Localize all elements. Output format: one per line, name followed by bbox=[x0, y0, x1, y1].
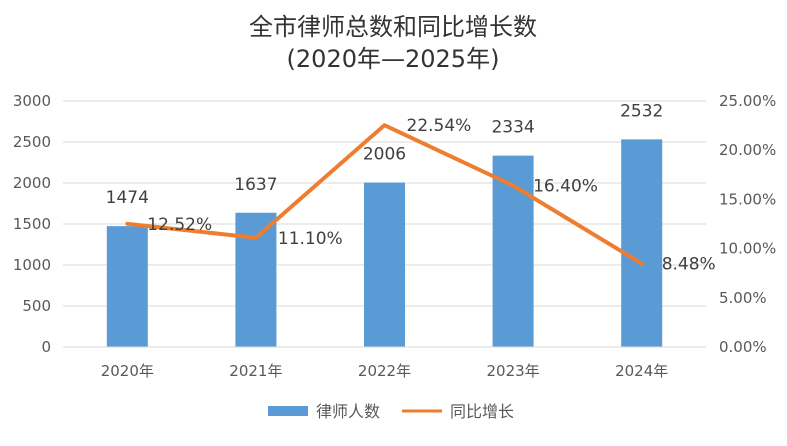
x-tick-label: 2023年 bbox=[487, 362, 540, 380]
line-data-label: 12.52% bbox=[147, 215, 212, 235]
x-tick-label: 2021年 bbox=[229, 362, 282, 380]
bar bbox=[364, 182, 405, 347]
bar bbox=[621, 139, 663, 347]
bar-data-label: 2334 bbox=[491, 118, 534, 138]
line-point bbox=[640, 262, 643, 265]
bar bbox=[106, 226, 148, 347]
y-left-tick-label: 1000 bbox=[13, 256, 51, 274]
chart-title: 全市律师总数和同比增长数 bbox=[249, 13, 537, 41]
line-data-label: 16.40% bbox=[533, 177, 598, 197]
legend-label-bar: 律师人数 bbox=[316, 402, 380, 421]
line-point bbox=[126, 222, 129, 225]
left-axis: 0 500 1000 1500 2000 2500 3000 bbox=[13, 92, 51, 356]
bar-data-label: 1637 bbox=[234, 175, 277, 195]
y-right-tick-label: 25.00% bbox=[719, 92, 776, 110]
y-left-tick-label: 1500 bbox=[13, 215, 51, 233]
line-point bbox=[383, 124, 386, 127]
bar-data-label: 2006 bbox=[363, 145, 406, 165]
line-series: 12.52% 11.10% 22.54% 16.40% 8.48% bbox=[125, 116, 716, 275]
y-left-tick-label: 3000 bbox=[13, 92, 51, 110]
line-data-label: 8.48% bbox=[662, 255, 716, 275]
y-right-tick-label: 0.00% bbox=[719, 338, 767, 356]
y-left-tick-label: 0 bbox=[41, 338, 51, 356]
line-data-label: 22.54% bbox=[407, 116, 472, 136]
x-axis: 2020年 2021年 2022年 2023年 2024年 bbox=[63, 346, 706, 380]
bar-data-label: 1474 bbox=[106, 188, 149, 208]
y-right-tick-label: 15.00% bbox=[719, 190, 776, 208]
right-axis: 0.00% 5.00% 10.00% 15.00% 20.00% 25.00% bbox=[719, 92, 776, 356]
legend: 律师人数 同比增长 bbox=[268, 402, 514, 421]
y-right-tick-label: 10.00% bbox=[719, 240, 776, 258]
chart-subtitle: (2020年—2025年) bbox=[287, 45, 500, 73]
y-right-tick-label: 5.00% bbox=[719, 289, 767, 307]
line-point bbox=[512, 184, 515, 187]
y-left-tick-label: 2500 bbox=[13, 133, 51, 151]
y-left-tick-label: 2000 bbox=[13, 174, 51, 192]
y-right-tick-label: 20.00% bbox=[719, 141, 776, 159]
legend-swatch-bar bbox=[268, 406, 308, 416]
bar-data-label: 2532 bbox=[620, 101, 663, 121]
bar-series: 1474 1637 2006 2334 2532 bbox=[106, 101, 663, 347]
legend-label-line: 同比增长 bbox=[450, 402, 514, 421]
bar bbox=[235, 212, 277, 347]
line-data-label: 11.10% bbox=[278, 229, 343, 249]
y-left-tick-label: 500 bbox=[22, 297, 51, 315]
x-tick-label: 2020年 bbox=[101, 362, 154, 380]
x-tick-label: 2024年 bbox=[615, 362, 668, 380]
x-tick-label: 2022年 bbox=[358, 362, 411, 380]
line-point bbox=[254, 236, 257, 239]
